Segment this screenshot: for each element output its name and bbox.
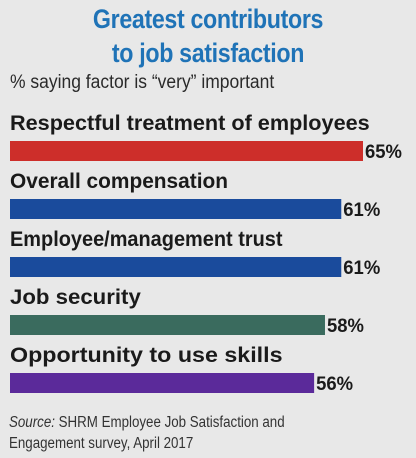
chart-title-line-1: Greatest contributors <box>92 4 324 34</box>
source-text: SHRM Employee Job Satisfaction and Engag… <box>9 414 285 452</box>
data-label: 56% <box>316 374 353 395</box>
data-label: 65% <box>365 142 402 163</box>
category-label: Opportunity to use skills <box>10 344 283 367</box>
bar <box>10 315 325 335</box>
bar <box>10 257 342 277</box>
category-label: Respectful treatment of employees <box>10 112 370 135</box>
data-label: 58% <box>327 316 364 337</box>
chart-subtitle: % saying factor is “very” important <box>10 72 275 93</box>
category-label: Employee/management trust <box>10 228 283 251</box>
source-label: Source: <box>9 414 55 431</box>
bar <box>10 373 315 393</box>
bar-chart: Respectful treatment of employees 65% Over… <box>10 112 402 395</box>
chart-title-line-2: to job satisfaction <box>111 38 305 68</box>
bar <box>10 141 363 161</box>
chart-title: Greatest contributors to job satisfactio… <box>29 2 387 70</box>
source-note: Source: SHRM Employee Job Satisfaction a… <box>9 412 362 454</box>
category-label: Job security <box>10 286 141 309</box>
category-label: Overall compensation <box>10 170 228 193</box>
data-label: 61% <box>343 258 380 279</box>
bar <box>10 199 342 219</box>
data-label: 61% <box>343 200 380 221</box>
